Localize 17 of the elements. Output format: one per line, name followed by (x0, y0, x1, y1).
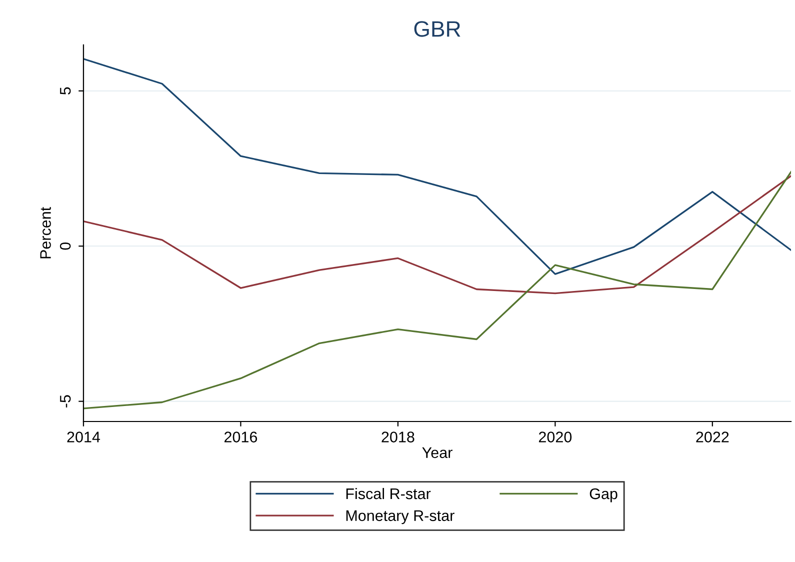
line-series (83, 171, 792, 410)
y-tick-label: 5 (60, 87, 71, 95)
x-tick-label: 2018 (382, 432, 414, 442)
line-series (83, 175, 792, 294)
legend-label: Fiscal R-star (346, 488, 431, 500)
y-tick-label: -5 (60, 395, 71, 408)
line-series (83, 58, 792, 275)
x-tick-label: 2020 (538, 432, 572, 442)
y-axis-title: Percent (40, 207, 51, 258)
legend-label: Monetary R-star (346, 510, 454, 524)
x-tick-label: 2022 (696, 432, 729, 442)
x-tick-label: 2016 (224, 432, 258, 442)
x-tick-label: 2014 (67, 432, 100, 442)
legend-label: Gap (590, 488, 618, 502)
x-axis-title: Year (422, 447, 452, 458)
y-tick-label: 0 (60, 242, 71, 250)
chart-title: GBR (414, 21, 460, 37)
